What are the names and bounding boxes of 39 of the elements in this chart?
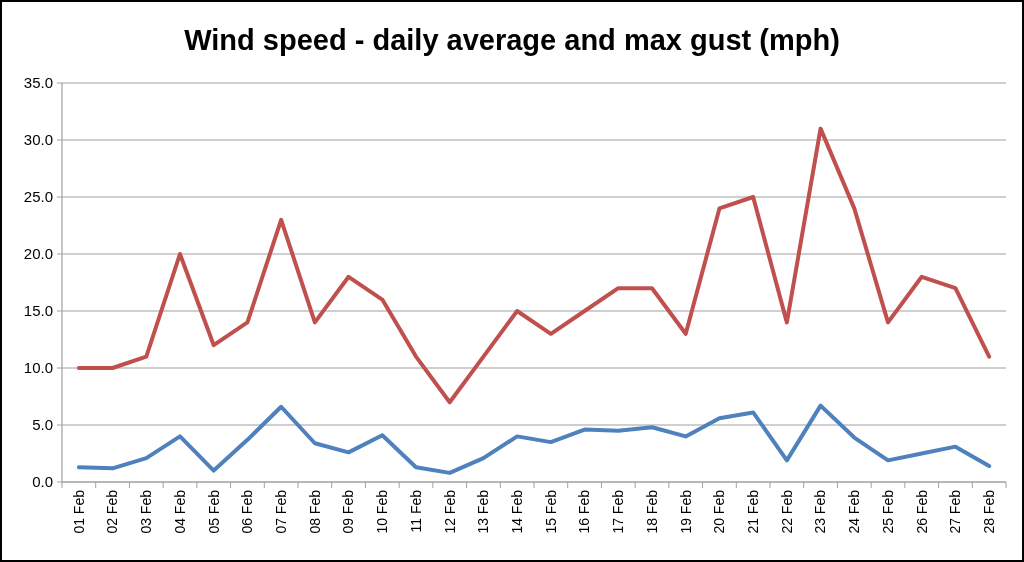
y-tick-label: 35.0	[23, 74, 53, 92]
x-tick-label: 03 Feb	[138, 489, 155, 534]
x-tick-label: 23 Feb	[812, 489, 829, 534]
line-series	[76, 126, 992, 405]
y-tick-label: 30.0	[23, 131, 53, 149]
x-tick-label: 12 Feb	[441, 489, 458, 534]
x-tick-label: 05 Feb	[205, 489, 222, 534]
x-tick-label: 24 Feb	[846, 489, 863, 534]
x-tick-label: 02 Feb	[104, 489, 121, 534]
y-tick-label: 0.0	[32, 473, 53, 491]
y-tick-label: 25.0	[23, 188, 53, 206]
x-tick-label: 25 Feb	[879, 489, 896, 534]
y-tick-label: 5.0	[32, 416, 53, 434]
x-tick-label: 22 Feb	[778, 489, 795, 534]
x-tick-label: 15 Feb	[542, 489, 559, 534]
x-tick-label: 28 Feb	[981, 489, 998, 534]
x-tick-label: 08 Feb	[306, 489, 323, 534]
y-tick-label: 15.0	[23, 302, 53, 320]
x-tick-label: 11 Feb	[407, 489, 424, 533]
x-tick-label: 01 Feb	[70, 489, 87, 534]
x-tick-label: 17 Feb	[610, 489, 627, 534]
x-tick-label: 19 Feb	[677, 489, 694, 534]
x-tick-label: 07 Feb	[273, 489, 290, 534]
x-tick-label: 26 Feb	[913, 489, 930, 534]
x-tick-label: 09 Feb	[340, 489, 357, 534]
x-tick-label: 10 Feb	[374, 489, 391, 534]
x-tick-label: 20 Feb	[711, 489, 728, 534]
line-series	[76, 403, 992, 475]
y-tick-label: 20.0	[23, 245, 53, 263]
x-tick-label: 14 Feb	[509, 489, 526, 534]
x-tick-label: 21 Feb	[745, 489, 762, 534]
x-tick-label: 13 Feb	[475, 489, 492, 534]
chart-title: Wind speed - daily average and max gust (mph)	[184, 24, 840, 56]
x-tick-label: 27 Feb	[947, 489, 964, 534]
x-tick-label: 04 Feb	[171, 489, 188, 534]
y-tick-label: 10.0	[23, 359, 53, 377]
x-tick-label: 18 Feb	[643, 489, 660, 534]
x-tick-label: 16 Feb	[576, 489, 593, 534]
x-tick-label: 06 Feb	[239, 489, 256, 534]
